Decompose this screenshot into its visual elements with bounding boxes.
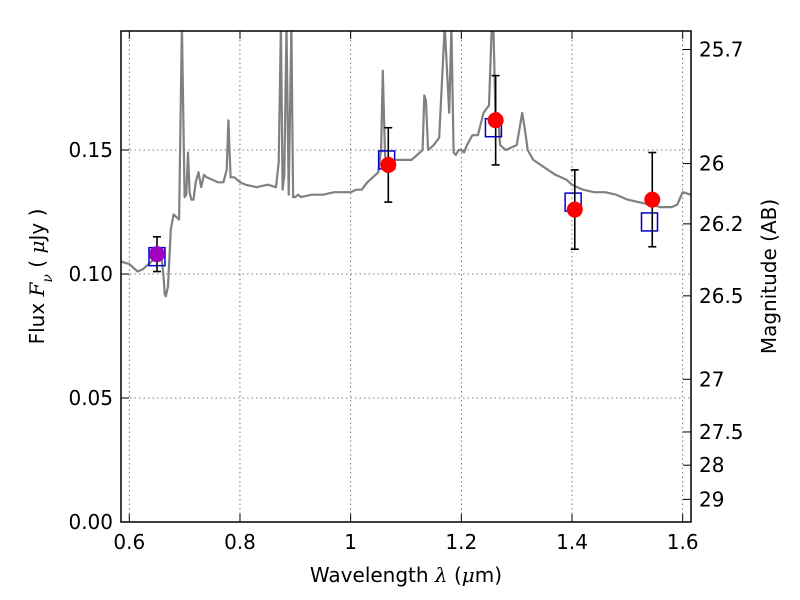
x-tick-label: 1.4	[556, 530, 588, 554]
observed-point	[148, 246, 165, 263]
observed-point	[644, 191, 661, 208]
x-tick-label: 1.2	[445, 530, 477, 554]
y-axis-label: Flux Fν ( μJy )	[25, 209, 56, 345]
tick-labels: 0.6 0.8 1 1.2 1.4 1.6 0.00 0.05 0.10 0.15 25.7 26 26…	[68, 37, 743, 554]
y-tick-label: 0.00	[68, 510, 113, 534]
observed-point	[487, 112, 504, 129]
x-tick-label: 0.8	[224, 530, 256, 554]
mag-tick-label: 26	[699, 152, 724, 176]
x-axis-label: Wavelength λ (μm)	[310, 563, 502, 587]
mag-tick-label: 29	[699, 487, 724, 511]
data-points-layer	[148, 74, 661, 273]
x-tick-label: 0.6	[113, 530, 145, 554]
y-tick-label: 0.15	[68, 138, 113, 162]
mag-tick-label: 27.5	[699, 420, 744, 444]
mag-tick-label: 27	[699, 367, 724, 391]
y-tick-label: 0.10	[68, 262, 113, 286]
y-tick-label: 0.05	[68, 386, 113, 410]
x-tick-label: 1.6	[667, 530, 699, 554]
observed-point	[566, 201, 583, 218]
x-tick-label: 1	[344, 530, 357, 554]
observed-point	[380, 156, 397, 173]
model-photometry-square	[640, 212, 659, 232]
mag-tick-label: 28	[699, 453, 724, 477]
mag-tick-label: 26.2	[699, 212, 744, 236]
mag-tick-label: 26.5	[699, 284, 744, 308]
right-axis-label: Magnitude (AB)	[757, 199, 781, 354]
axis-ticks	[121, 31, 691, 523]
model-spectrum-layer	[121, 31, 691, 298]
model-spectrum-line	[121, 31, 691, 298]
plot-background	[121, 31, 691, 522]
plot-frame	[120, 30, 692, 523]
mag-tick-label: 25.7	[699, 37, 744, 61]
